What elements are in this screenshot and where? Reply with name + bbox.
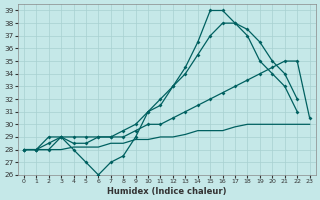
X-axis label: Humidex (Indice chaleur): Humidex (Indice chaleur) bbox=[107, 187, 227, 196]
